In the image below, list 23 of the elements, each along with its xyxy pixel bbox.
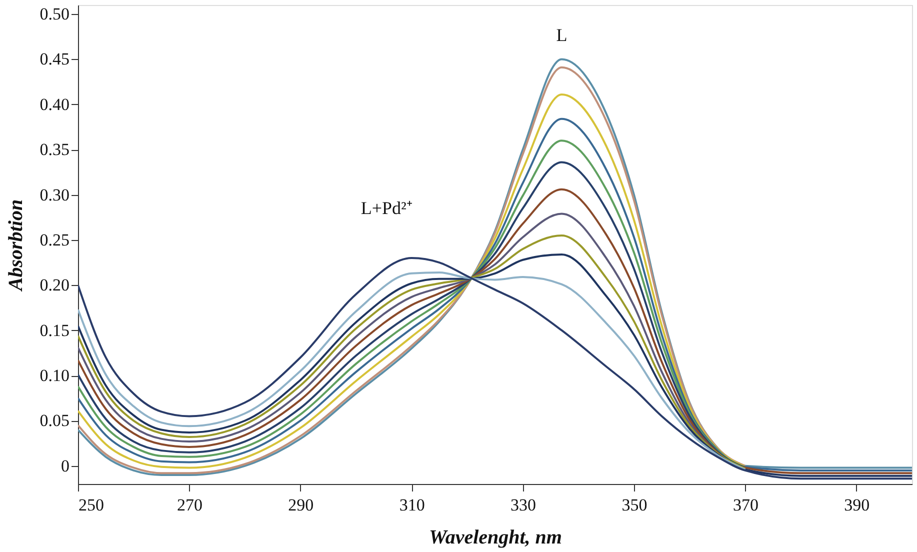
y-tick-label: 0.20 bbox=[40, 276, 70, 295]
x-axis-title: Wavelenght, nm bbox=[429, 526, 562, 548]
y-tick-label: 0.15 bbox=[40, 320, 70, 340]
y-tick-label: 0.25 bbox=[40, 230, 70, 250]
y-tick-label: 0.50 bbox=[40, 4, 70, 24]
y-tick-label: 0 bbox=[61, 456, 70, 476]
x-tick-label: 390 bbox=[844, 496, 870, 514]
x-tick-label: 310 bbox=[399, 496, 425, 514]
x-tick-label: 350 bbox=[622, 496, 648, 514]
x-tick-label: 290 bbox=[288, 496, 314, 514]
x-tick-label: 250 bbox=[78, 496, 104, 514]
y-tick-label: 0.40 bbox=[40, 94, 70, 114]
annotation: L+Pd²⁺ bbox=[360, 198, 412, 218]
x-tick-label: 270 bbox=[176, 496, 202, 514]
annotation: L bbox=[556, 25, 568, 46]
y-tick-label: 0.05 bbox=[40, 411, 70, 430]
x-tick-label: 370 bbox=[732, 496, 758, 514]
y-axis-title: Absorbtion bbox=[4, 199, 27, 293]
y-tick-label: 0.10 bbox=[40, 366, 70, 386]
y-tick-label: 0.45 bbox=[40, 50, 70, 69]
x-tick-label: 330 bbox=[510, 496, 536, 514]
y-tick-label: 0.35 bbox=[40, 140, 70, 160]
y-tick-label: 0.30 bbox=[40, 185, 70, 204]
